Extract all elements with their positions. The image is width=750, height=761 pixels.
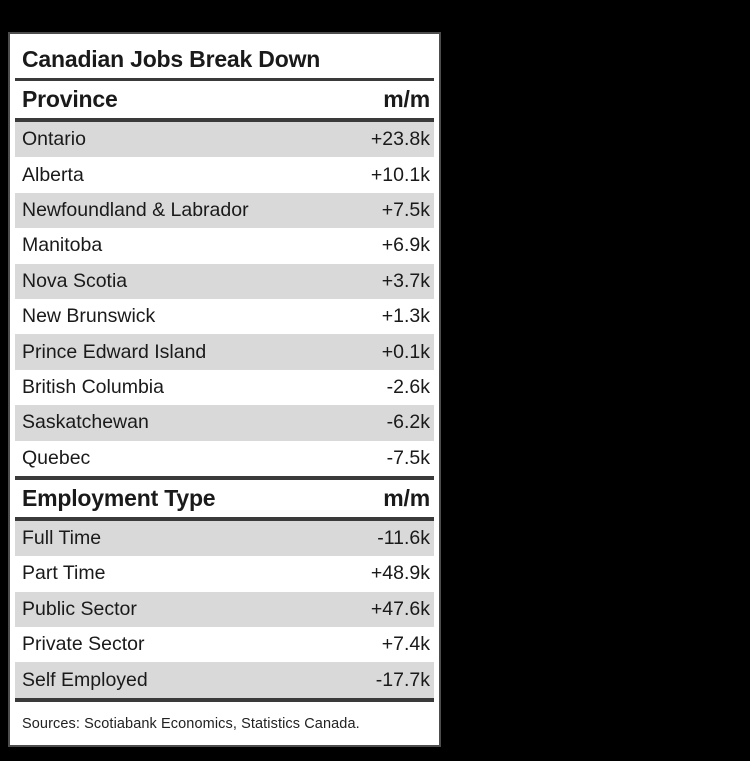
row-value: +48.9k: [370, 562, 430, 585]
table-title: Canadian Jobs Break Down: [22, 46, 321, 72]
section-header-employment-type: Employment Type m/m: [15, 480, 434, 517]
row-value: -11.6k: [377, 527, 430, 550]
row-label: Public Sector: [22, 597, 137, 620]
province-rows: Ontario +23.8k Alberta +10.1k Newfoundland &…: [15, 122, 434, 476]
table-row: Public Sector +47.6k: [15, 591, 434, 628]
row-label: Self Employed: [22, 668, 148, 691]
row-value: +47.6k: [370, 597, 430, 620]
table-row: Saskatchewan -6.2k: [15, 405, 434, 441]
row-label: Quebec: [22, 446, 91, 469]
section-divider-rule: [15, 475, 434, 480]
row-label: Prince Edward Island: [22, 340, 207, 363]
section-header-label: Province: [22, 86, 118, 112]
section-header-province: Province m/m: [15, 81, 434, 118]
row-label: British Columbia: [22, 375, 164, 398]
row-value: +10.1k: [370, 163, 430, 186]
table-row: Ontario +23.8k: [15, 122, 434, 158]
jobs-table-card: Canadian Jobs Break Down Province m/m On…: [8, 32, 441, 747]
table-row: Private Sector +7.4k: [15, 627, 434, 662]
table-row: Newfoundland & Labrador +7.5k: [15, 192, 434, 229]
table-row: Prince Edward Island +0.1k: [15, 334, 434, 370]
row-label: Manitoba: [22, 234, 103, 257]
employment-type-rows: Full Time -11.6k Part Time +48.9k Public Sec…: [15, 520, 434, 698]
footer-divider-rule: [15, 697, 434, 702]
row-label: Full Time: [22, 527, 102, 550]
section-header-value-label: m/m: [383, 484, 430, 511]
title-divider-rule: [15, 78, 434, 81]
row-label: Newfoundland & Labrador: [22, 198, 249, 221]
table-row: Alberta +10.1k: [15, 157, 434, 192]
row-label: Ontario: [22, 128, 86, 151]
row-label: Part Time: [22, 562, 106, 585]
row-label: Saskatchewan: [22, 411, 149, 434]
row-value: +3.7k: [381, 269, 430, 292]
row-label: Nova Scotia: [22, 269, 128, 292]
row-value: +7.5k: [381, 198, 430, 221]
section-header-value-label: m/m: [383, 86, 430, 112]
row-value: +0.1k: [381, 340, 430, 363]
row-value: -7.5k: [386, 446, 430, 469]
table-row: New Brunswick +1.3k: [15, 299, 434, 334]
table-row: Manitoba +6.9k: [15, 228, 434, 263]
section-header-label: Employment Type: [22, 484, 216, 511]
section-divider-rule: [15, 118, 434, 122]
table-row: British Columbia -2.6k: [15, 370, 434, 405]
table-row: Full Time -11.6k: [15, 520, 434, 557]
source-note: Sources: Scotiabank Economics, Statistic…: [22, 715, 360, 732]
row-value: -2.6k: [386, 375, 430, 398]
row-label: New Brunswick: [22, 305, 156, 328]
row-value: +23.8k: [370, 128, 430, 151]
table-row: Part Time +48.9k: [15, 556, 434, 591]
row-value: -6.2k: [386, 411, 430, 434]
row-label: Private Sector: [22, 633, 145, 656]
row-label: Alberta: [22, 163, 84, 186]
row-value: +6.9k: [381, 234, 430, 257]
row-value: -17.7k: [375, 668, 430, 691]
section-divider-rule: [15, 516, 434, 521]
table-row: Nova Scotia +3.7k: [15, 263, 434, 299]
row-value: +7.4k: [381, 633, 430, 656]
table-row: Self Employed -17.7k: [15, 662, 434, 698]
row-value: +1.3k: [381, 305, 430, 328]
table-row: Quebec -7.5k: [15, 441, 434, 476]
